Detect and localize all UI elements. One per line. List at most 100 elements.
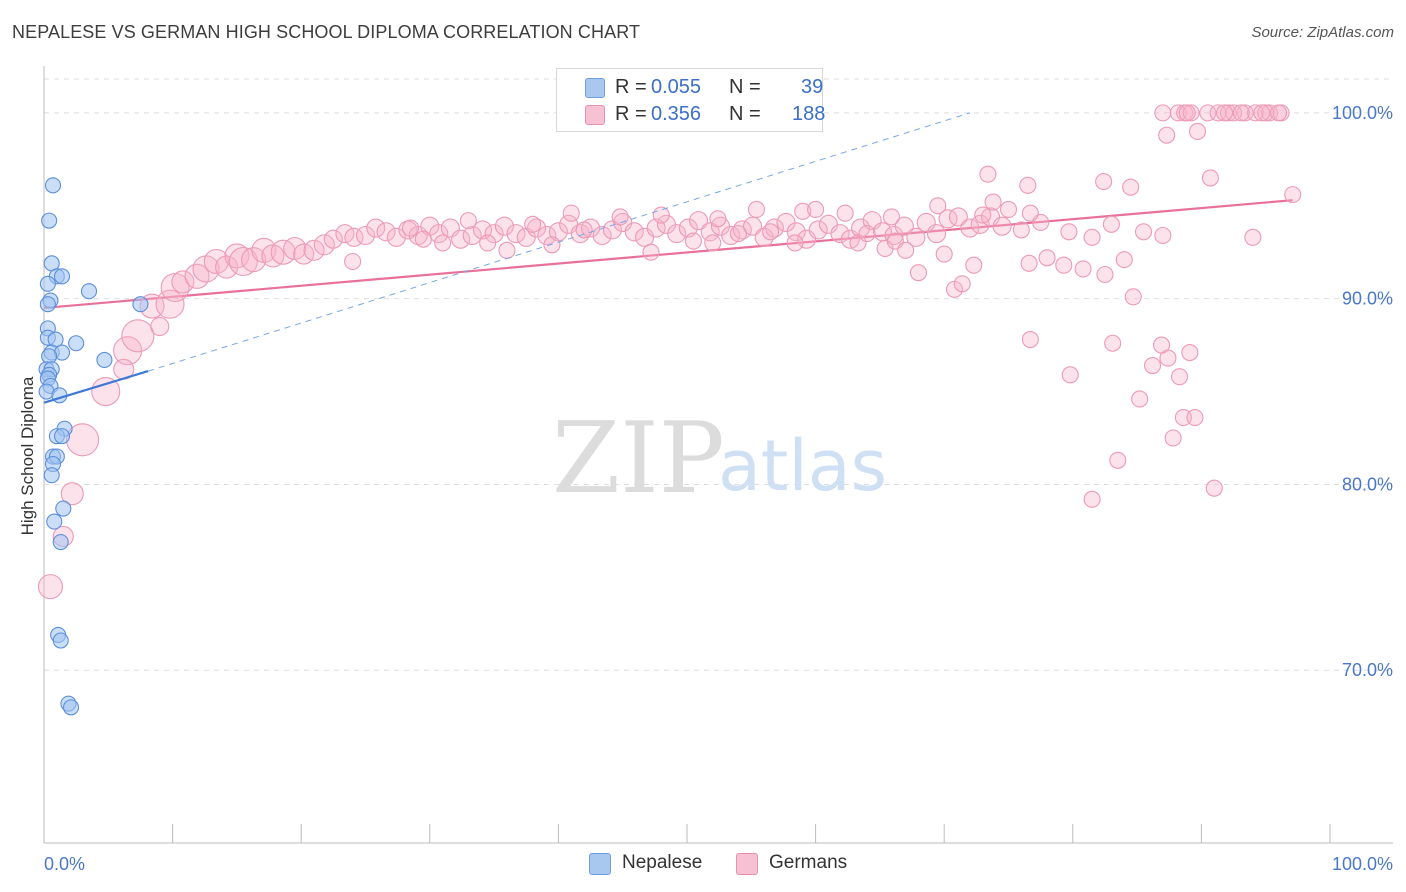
germans-point bbox=[642, 243, 660, 261]
axes bbox=[43, 66, 1393, 844]
germans-point bbox=[1074, 260, 1092, 278]
germans-point bbox=[667, 224, 687, 244]
germans-point bbox=[979, 165, 997, 183]
germans-point bbox=[965, 256, 983, 274]
nepalese-point bbox=[132, 296, 149, 313]
germans-point bbox=[948, 207, 968, 227]
germans-point bbox=[1060, 223, 1078, 241]
watermark: ZIP atlas bbox=[552, 402, 887, 516]
germans-point bbox=[1154, 226, 1172, 245]
germans-point bbox=[602, 220, 622, 240]
germans-point bbox=[894, 216, 914, 236]
germans-point bbox=[1174, 409, 1192, 427]
germans-point bbox=[906, 227, 926, 247]
germans-point bbox=[543, 236, 561, 254]
germans-point bbox=[897, 241, 915, 259]
germans-point bbox=[999, 200, 1018, 219]
germans-point bbox=[575, 221, 593, 239]
germans-point bbox=[1188, 122, 1207, 141]
bottom-legend-swatch-germans bbox=[736, 853, 758, 875]
germans-point bbox=[858, 225, 876, 243]
germans-point bbox=[1124, 288, 1142, 306]
germans-point bbox=[1164, 429, 1182, 447]
germans-point bbox=[366, 218, 386, 238]
germans-point bbox=[494, 216, 514, 236]
germans-point bbox=[506, 224, 526, 244]
germans-point bbox=[344, 252, 362, 271]
nepalese-point bbox=[39, 296, 56, 313]
nepalese-trend bbox=[43, 112, 971, 404]
germans-point bbox=[1182, 104, 1200, 122]
germans-point bbox=[1096, 265, 1114, 284]
nepalese-trend-extension bbox=[148, 112, 971, 372]
y-tick-label: 90.0% bbox=[1342, 289, 1393, 309]
germans-point bbox=[1257, 104, 1275, 122]
germans-point bbox=[228, 246, 258, 277]
y-axis-label: High School Diploma bbox=[18, 376, 37, 535]
nepalese-point bbox=[62, 699, 80, 716]
germans-point bbox=[1181, 343, 1199, 362]
germans-point bbox=[1061, 366, 1079, 384]
watermark-zip: ZIP bbox=[552, 402, 725, 516]
y-tick-labels: 70.0% 80.0% 90.0% 100.0% bbox=[1332, 103, 1393, 680]
germans-point bbox=[929, 197, 947, 215]
germans-point bbox=[1169, 104, 1187, 122]
germans-point bbox=[960, 218, 980, 238]
legend-n-label: N = bbox=[729, 103, 761, 125]
x-tick-label-min: 0.0% bbox=[44, 854, 85, 874]
germans-point bbox=[580, 218, 601, 238]
germans-point bbox=[1019, 176, 1037, 194]
germans-point bbox=[203, 248, 229, 275]
germans-point bbox=[323, 229, 343, 249]
germans-point bbox=[1154, 104, 1172, 122]
germans-point bbox=[1244, 228, 1262, 246]
germans-point bbox=[37, 574, 63, 600]
bottom-legend-swatch-nepalese bbox=[589, 853, 611, 875]
bottom-legend-label-nepalese: Nepalese bbox=[622, 852, 703, 873]
chart-source: Source: ZipAtlas.com bbox=[1251, 24, 1394, 41]
y-tick-label: 80.0% bbox=[1342, 474, 1393, 494]
legend-r-value-germans: 0.356 bbox=[651, 103, 702, 125]
germans-point bbox=[830, 224, 850, 244]
nepalese-point bbox=[80, 283, 98, 300]
legend-swatch-nepalese bbox=[585, 78, 605, 98]
legend-r-label: R = bbox=[615, 76, 647, 98]
legend-n-value-germans: 188 bbox=[792, 103, 826, 125]
germans-point bbox=[611, 208, 629, 226]
y-tick-label: 100.0% bbox=[1332, 103, 1393, 123]
legend-r-value-nepalese: 0.055 bbox=[651, 76, 702, 98]
germans-point bbox=[113, 336, 143, 366]
germans-point bbox=[684, 232, 702, 250]
germans-point bbox=[224, 243, 250, 269]
legend-n-label: N = bbox=[729, 76, 761, 98]
germans-point bbox=[1158, 126, 1176, 144]
germans-point bbox=[386, 227, 406, 247]
germans-point bbox=[652, 206, 670, 224]
germans-point bbox=[1152, 336, 1171, 354]
germans-point bbox=[401, 219, 420, 237]
nepalese-point bbox=[53, 268, 71, 285]
germans-point bbox=[1209, 104, 1227, 122]
germans-point bbox=[562, 204, 580, 222]
nepalese-points bbox=[38, 177, 149, 716]
nepalese-point bbox=[55, 500, 72, 517]
germans-point bbox=[1083, 228, 1101, 246]
germans-point bbox=[434, 234, 452, 252]
germans-point bbox=[747, 200, 765, 219]
germans-point bbox=[624, 222, 644, 242]
gridlines bbox=[44, 78, 1393, 671]
germans-trend-line bbox=[43, 199, 1293, 310]
legend: R = 0.055 N = 39 R = 0.356 N = 188 bbox=[556, 68, 826, 132]
legend-swatch-germans bbox=[585, 105, 605, 125]
nepalese-point bbox=[53, 428, 71, 445]
germans-point bbox=[909, 264, 928, 282]
germans-point bbox=[786, 234, 804, 252]
germans-point bbox=[313, 234, 335, 256]
germans-point bbox=[171, 270, 195, 294]
x-tick-label-max: 100.0% bbox=[1332, 854, 1393, 874]
germans-point bbox=[1186, 409, 1204, 427]
germans-point bbox=[974, 206, 992, 224]
germans-point bbox=[700, 222, 720, 242]
nepalese-point bbox=[43, 467, 60, 484]
germans-point bbox=[1131, 390, 1149, 408]
